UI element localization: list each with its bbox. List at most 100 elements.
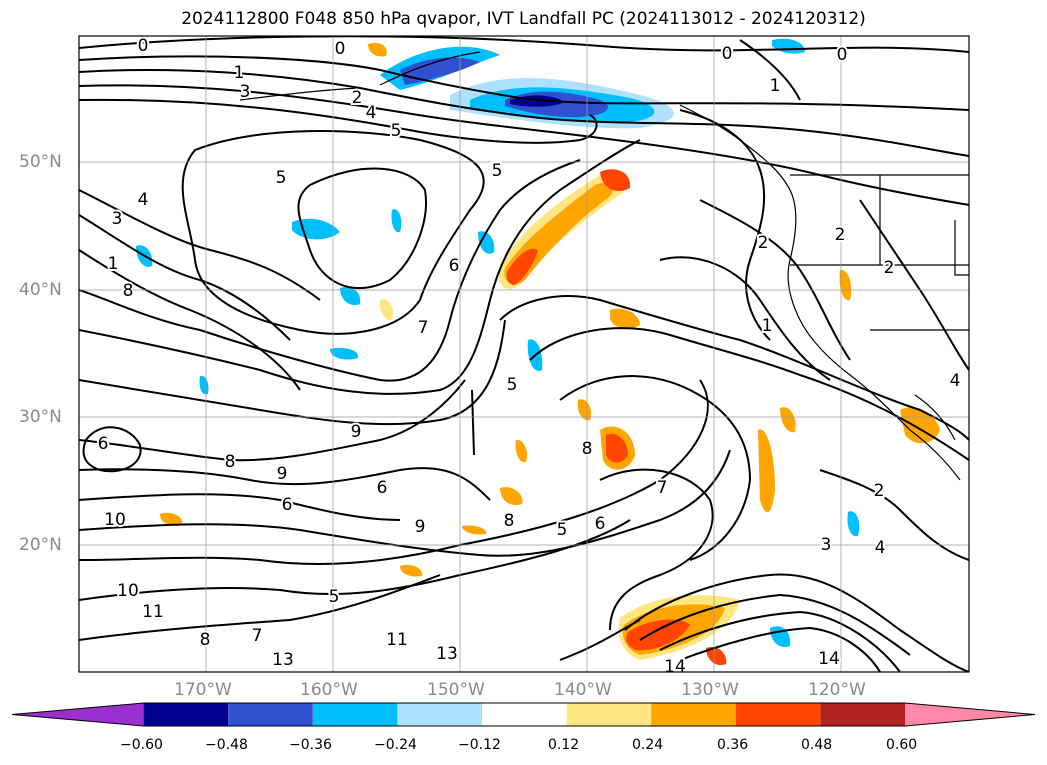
contour-label: 11 <box>386 630 408 650</box>
positive-anomaly-region <box>839 269 852 301</box>
contour-label: 2 <box>874 481 885 501</box>
contour-label: 9 <box>415 517 426 537</box>
contour-label: 6 <box>98 434 109 454</box>
latitude-label-20n: 20°N <box>19 535 62 555</box>
contour-label: 8 <box>123 281 134 301</box>
colorbar-tick-label: 0.60 <box>886 737 918 753</box>
contour-label: 9 <box>277 464 288 484</box>
colorbar-bin <box>397 703 482 726</box>
contour-label: 4 <box>875 538 886 558</box>
contour-label: 14 <box>818 649 840 669</box>
contour-label: 8 <box>225 452 236 472</box>
colorbar-bin <box>482 703 567 726</box>
contour-label: 14 <box>664 657 686 677</box>
contour-label: 2 <box>758 233 769 253</box>
contour-label: 2 <box>884 258 895 278</box>
negative-anomaly-region <box>391 209 402 233</box>
positive-anomaly-region <box>379 299 394 321</box>
contour-label: 13 <box>436 644 458 664</box>
contour-label: 4 <box>366 103 377 123</box>
contour-label: 13 <box>272 650 294 670</box>
colorbar-tick-label: 0.12 <box>548 737 580 753</box>
positive-anomaly-region <box>706 646 727 666</box>
contour-label: 6 <box>377 478 388 498</box>
longitude-label-120w: 120°W <box>808 680 866 700</box>
contour-label: 0 <box>837 45 848 65</box>
positive-anomaly-region <box>600 169 631 192</box>
contour-label: 11 <box>142 602 164 622</box>
contour-label: 2 <box>352 88 363 108</box>
longitude-label-150w: 150°W <box>427 680 485 700</box>
positive-anomaly-region <box>400 564 423 577</box>
longitude-label-170w: 170°W <box>174 680 232 700</box>
colorbar-tick-label: −0.48 <box>205 737 248 753</box>
colorbar-tick-label: −0.24 <box>374 737 417 753</box>
colorbar-tick-label: 0.24 <box>632 737 664 753</box>
negative-anomaly-region <box>847 511 860 537</box>
longitude-label-140w: 140°W <box>554 680 612 700</box>
coastlines <box>239 51 969 481</box>
contour-label: 8 <box>504 511 515 531</box>
colorbar-outline <box>11 702 1036 727</box>
map-title: 2024112800 F048 850 hPa qvapor, IVT Land… <box>181 9 866 29</box>
latitude-label-30n: 30°N <box>19 407 62 427</box>
contour-label: 1 <box>108 254 119 274</box>
negative-anomaly-region <box>340 286 361 306</box>
contour-label: 6 <box>449 256 460 276</box>
contour-label: 1 <box>762 316 773 336</box>
colorbar-bin <box>228 703 313 726</box>
contour-label: 5 <box>391 121 402 141</box>
colorbar-bin <box>12 703 144 726</box>
positive-anomaly-region <box>515 439 528 463</box>
contour-label: 1 <box>234 63 245 83</box>
contour-label: 9 <box>351 422 362 442</box>
contour-label: 0 <box>335 39 346 59</box>
positive-anomaly-region <box>500 487 523 506</box>
contour-label: 5 <box>507 375 518 395</box>
positive-anomaly-region <box>577 399 592 421</box>
contour-label: 3 <box>821 535 832 555</box>
negative-anomaly-region <box>478 231 495 254</box>
positive-anomaly-region <box>368 42 387 57</box>
contour-label: 6 <box>282 495 293 515</box>
contour-label: 7 <box>252 626 263 646</box>
contour-label: 3 <box>112 209 123 229</box>
colorbar-tick-label: −0.36 <box>289 737 332 753</box>
colorbar-bin <box>312 703 398 726</box>
qvapor-shading <box>136 38 940 666</box>
contour-label: 3 <box>240 82 251 102</box>
colorbar-bin <box>566 703 652 726</box>
negative-anomaly-region <box>330 348 359 360</box>
positive-anomaly-region <box>758 429 775 513</box>
contour-label: 10 <box>117 581 139 601</box>
contour-label: 2 <box>835 225 846 245</box>
map-frame <box>78 35 970 673</box>
contour-label: 7 <box>418 318 429 338</box>
ivt-contours <box>79 36 969 672</box>
contour-label: 10 <box>104 510 126 530</box>
contour-label: 6 <box>595 514 606 534</box>
graticule <box>79 36 969 672</box>
colorbar-bin <box>651 703 736 726</box>
contour-label: 4 <box>138 190 149 210</box>
colorbar-bin <box>735 703 821 726</box>
positive-anomaly-region <box>462 525 487 535</box>
latitude-label-50n: 50°N <box>19 152 62 172</box>
colorbar-tick-label: −0.60 <box>120 737 163 753</box>
contour-label: 5 <box>329 587 340 607</box>
contour-label: 1 <box>770 76 781 96</box>
contour-label: 8 <box>200 630 211 650</box>
positive-anomaly-region <box>160 512 183 526</box>
colorbar-tick-label: 0.48 <box>801 737 833 753</box>
positive-anomaly-region <box>626 619 690 651</box>
contour-label: 5 <box>492 161 503 181</box>
longitude-label-130w: 130°W <box>681 680 739 700</box>
colorbar <box>11 702 1036 727</box>
contour-label: 8 <box>582 439 593 459</box>
positive-anomaly-region <box>506 248 538 285</box>
longitude-label-160w: 160°W <box>300 680 358 700</box>
colorbar-bin <box>143 703 229 726</box>
